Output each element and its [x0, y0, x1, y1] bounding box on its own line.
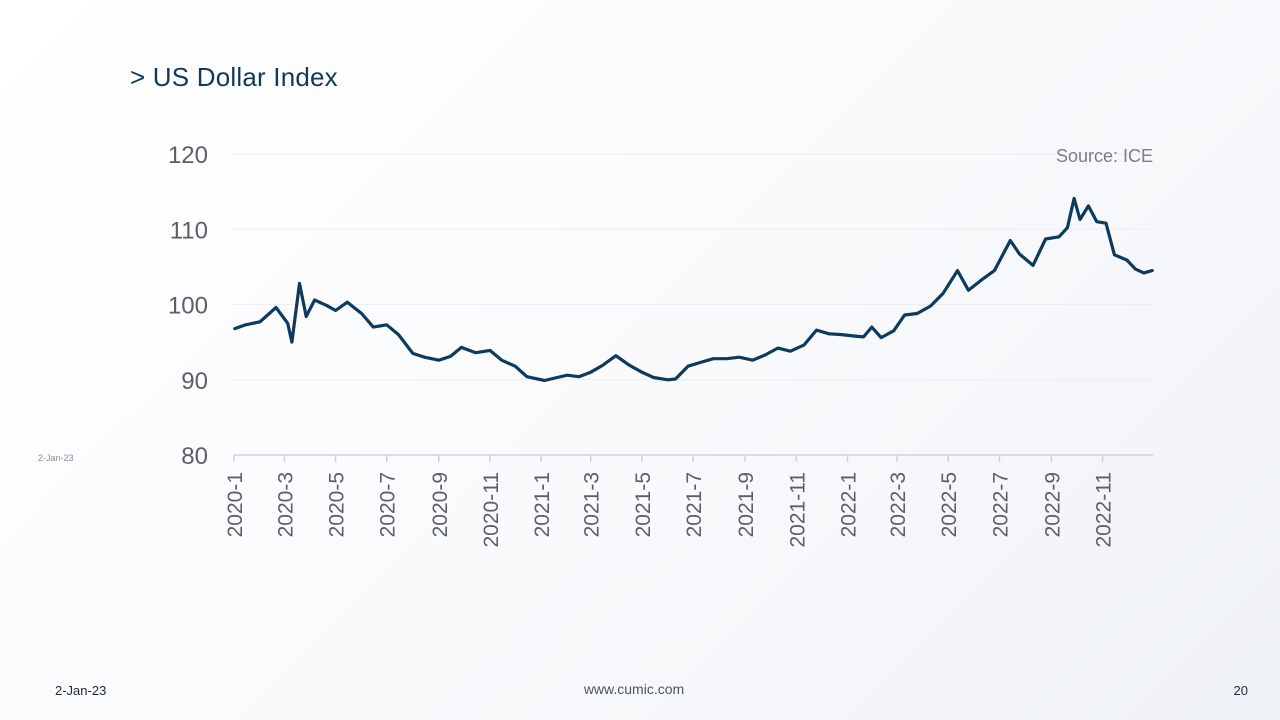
- series-line: [233, 196, 1154, 383]
- page-number: 20: [1233, 683, 1248, 698]
- x-tick-label: 2020-7: [377, 472, 400, 537]
- x-tick-label: 2022-11: [1093, 472, 1116, 548]
- chart-x-axis: [233, 454, 1153, 462]
- x-tick-label: 2021-1: [531, 472, 554, 537]
- x-tick-label: 2022-1: [838, 472, 861, 537]
- x-tick-label: 2022-7: [989, 472, 1012, 537]
- x-tick-label: 2022-9: [1041, 472, 1064, 537]
- x-tick-label: 2021-7: [683, 472, 706, 537]
- slide-title: > US Dollar Index: [130, 62, 338, 92]
- x-tick-label: 2022-5: [938, 472, 961, 537]
- x-tick-label: 2021-9: [735, 472, 758, 537]
- y-tick-label: 110: [170, 217, 208, 244]
- y-tick-label: 90: [181, 368, 208, 395]
- chart-source-label: Source: ICE: [1056, 146, 1153, 166]
- chart-x-ticks: 2020-1 2020-3 2020-5 2020-7 2020-9 2020-11 202…: [224, 472, 1116, 548]
- y-tick-label: 80: [181, 443, 208, 470]
- x-tick-label: 2020-9: [429, 472, 452, 537]
- x-tick-label: 2021-11: [786, 472, 809, 548]
- x-tick-label: 2021-5: [632, 472, 655, 537]
- x-tick-label: 2022-3: [887, 472, 910, 537]
- y-tick-label: 120: [168, 142, 208, 169]
- x-tick-label: 2020-3: [274, 472, 297, 537]
- x-tick-label: 2020-11: [480, 472, 503, 548]
- y-tick-label: 100: [168, 293, 208, 320]
- x-tick-label: 2020-1: [224, 472, 247, 537]
- chart-y-ticks: 80 90 100 110 120: [168, 142, 208, 470]
- footer-date: 2-Jan-23: [55, 683, 107, 698]
- x-tick-label: 2021-3: [581, 472, 604, 537]
- x-tick-label: 2020-5: [326, 472, 349, 537]
- footer-url: www.cumic.com: [583, 681, 685, 697]
- chart-gridlines: [234, 153, 1153, 381]
- side-date-label: 2-Jan-23: [38, 453, 74, 463]
